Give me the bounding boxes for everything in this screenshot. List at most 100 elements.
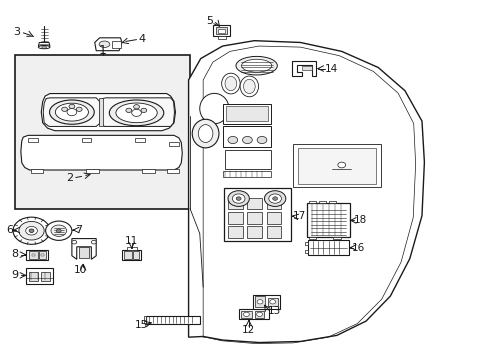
Bar (308, 201, 316, 203)
Bar (146, 316, 200, 324)
Circle shape (337, 162, 345, 168)
Bar (217, 36, 225, 39)
Circle shape (19, 221, 44, 240)
Bar (126, 247, 136, 249)
Bar (86, 169, 99, 173)
Bar (227, 212, 242, 224)
Bar (81, 138, 91, 142)
Ellipse shape (49, 100, 94, 124)
Bar (135, 138, 144, 142)
Bar (143, 316, 146, 323)
Polygon shape (43, 98, 101, 126)
Bar (328, 201, 335, 203)
Bar (318, 201, 325, 203)
Bar (333, 237, 340, 239)
Text: 6: 6 (7, 225, 14, 235)
Circle shape (243, 312, 249, 316)
Circle shape (69, 104, 75, 109)
Circle shape (91, 240, 96, 244)
Bar (253, 295, 280, 309)
Bar (215, 27, 227, 34)
Circle shape (227, 136, 237, 144)
Bar (307, 240, 348, 255)
Circle shape (227, 191, 249, 206)
Ellipse shape (240, 76, 258, 97)
Bar (306, 203, 349, 237)
Bar (266, 198, 281, 209)
Circle shape (45, 221, 72, 240)
Ellipse shape (243, 79, 255, 94)
Text: 3: 3 (14, 27, 20, 37)
Bar (254, 311, 264, 318)
Ellipse shape (236, 57, 277, 75)
Ellipse shape (99, 41, 110, 48)
Bar (29, 272, 38, 281)
Circle shape (125, 108, 131, 112)
Circle shape (51, 225, 66, 237)
Polygon shape (95, 38, 122, 51)
Text: 10: 10 (73, 265, 86, 275)
Circle shape (133, 105, 139, 109)
Bar (224, 188, 290, 241)
Circle shape (61, 107, 67, 111)
Bar (222, 171, 271, 177)
Bar (266, 226, 281, 238)
Bar (32, 253, 35, 256)
Bar (305, 242, 307, 246)
Bar (224, 150, 271, 169)
Ellipse shape (198, 125, 212, 143)
Bar (227, 226, 242, 238)
Polygon shape (112, 41, 120, 48)
Bar (266, 212, 281, 224)
Circle shape (67, 109, 77, 116)
Polygon shape (291, 62, 316, 76)
Circle shape (264, 191, 285, 206)
Bar (41, 253, 44, 256)
Bar (305, 249, 307, 253)
Text: 1: 1 (99, 44, 106, 57)
Bar (301, 66, 311, 70)
Text: 2: 2 (66, 173, 73, 183)
Bar (39, 251, 46, 258)
Ellipse shape (38, 45, 50, 49)
Circle shape (256, 312, 262, 316)
Text: 8: 8 (11, 249, 19, 259)
Polygon shape (38, 42, 50, 46)
Bar (169, 143, 179, 146)
Bar (255, 296, 264, 307)
Polygon shape (100, 98, 174, 126)
Polygon shape (188, 41, 424, 342)
Bar (30, 169, 42, 173)
Bar (99, 98, 103, 126)
Circle shape (272, 197, 277, 201)
Text: 16: 16 (351, 243, 365, 252)
Text: 17: 17 (292, 211, 305, 221)
Bar (166, 169, 179, 173)
Circle shape (242, 136, 252, 144)
Bar (222, 126, 271, 147)
Bar (142, 169, 154, 173)
Circle shape (269, 300, 275, 304)
Circle shape (13, 217, 50, 244)
Bar (26, 249, 47, 260)
Bar (29, 251, 38, 258)
Bar (28, 138, 38, 142)
Circle shape (29, 229, 34, 233)
Bar (225, 106, 267, 121)
Ellipse shape (192, 119, 219, 148)
Text: 9: 9 (11, 270, 19, 280)
Circle shape (232, 194, 244, 203)
Circle shape (26, 226, 37, 235)
Bar (267, 298, 277, 306)
Bar (124, 251, 132, 258)
Text: 11: 11 (125, 236, 138, 246)
Text: 5: 5 (205, 16, 213, 26)
Ellipse shape (224, 76, 236, 91)
Ellipse shape (200, 93, 228, 124)
Ellipse shape (109, 100, 163, 126)
Bar (15, 55, 190, 208)
Circle shape (141, 108, 146, 112)
Ellipse shape (41, 46, 46, 48)
Text: 12: 12 (242, 325, 255, 335)
Polygon shape (72, 239, 96, 259)
